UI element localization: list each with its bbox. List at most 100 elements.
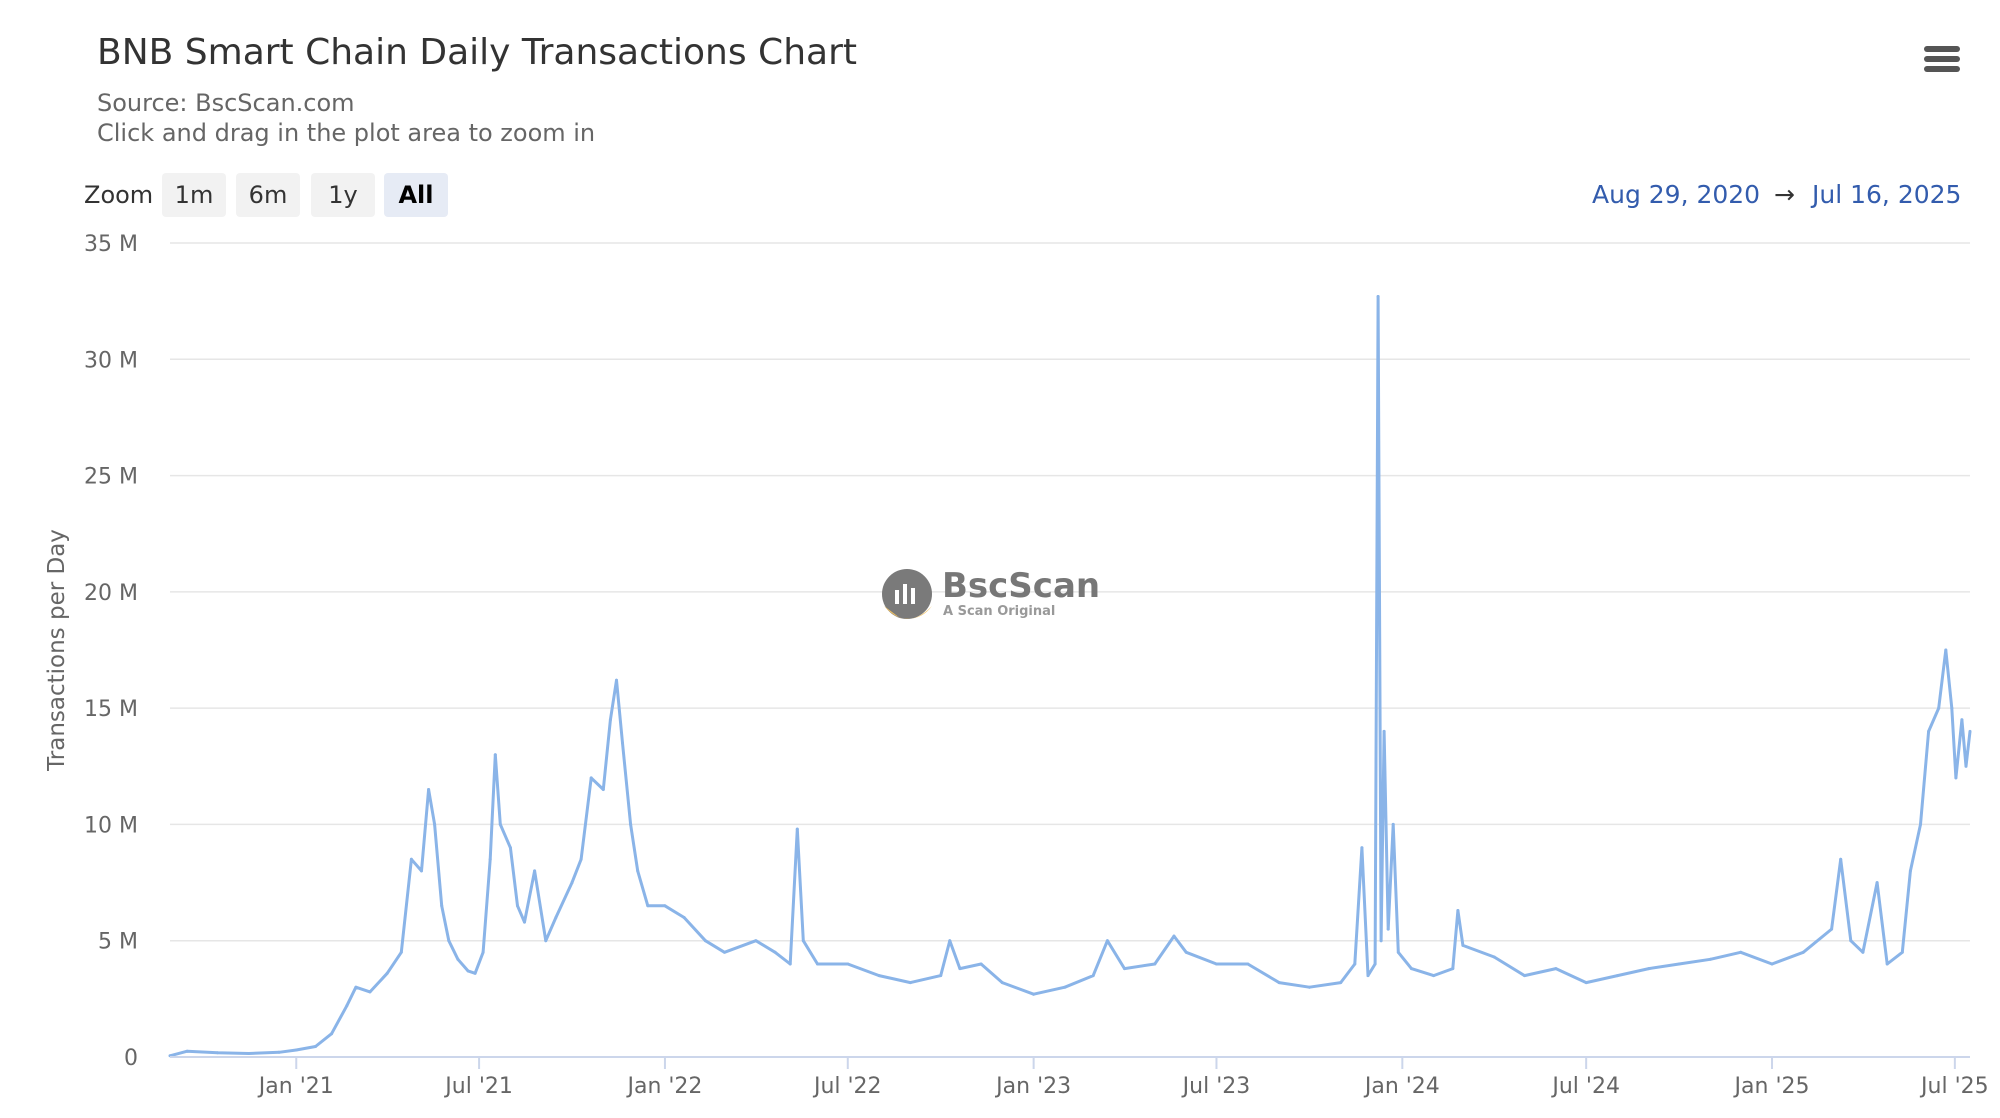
x-tick-label: Jul '22: [812, 1074, 882, 1099]
data-point: [1950, 706, 1954, 710]
data-point: [185, 1049, 189, 1053]
data-point: [488, 857, 492, 861]
data-point: [1968, 729, 1972, 733]
data-point: [1000, 981, 1004, 985]
data-point: [1937, 706, 1941, 710]
data-point: [1584, 981, 1588, 985]
range-arrow-icon: →: [1774, 180, 1795, 209]
data-point: [294, 1048, 298, 1052]
watermark-logo-bar: [903, 584, 907, 604]
data-point: [1647, 967, 1651, 971]
data-point: [1523, 974, 1526, 978]
data-point: [1246, 962, 1250, 966]
x-tick-label: Jan '24: [1363, 1074, 1440, 1099]
zoom-button-1y[interactable]: 1y: [311, 173, 375, 217]
data-point: [979, 962, 983, 966]
data-point: [1616, 974, 1619, 978]
y-tick-label: 25 M: [84, 465, 138, 490]
zoom-button-1m[interactable]: 1m: [162, 173, 226, 217]
range-from-input[interactable]: Aug 29, 2020: [1592, 180, 1761, 209]
zoom-button-6m[interactable]: 6m: [236, 173, 300, 217]
data-point: [1184, 950, 1188, 954]
data-point: [948, 939, 952, 943]
data-point: [1451, 967, 1455, 971]
watermark-logo-bar: [911, 588, 915, 604]
data-point: [846, 962, 850, 966]
data-point: [1105, 939, 1109, 943]
data-point: [554, 916, 558, 919]
data-point: [1801, 950, 1805, 954]
data-point: [663, 904, 667, 908]
y-tick-label: 35 M: [84, 232, 138, 257]
y-tick-label: 0: [124, 1046, 138, 1071]
data-point: [466, 969, 470, 973]
data-point: [1366, 974, 1370, 978]
data-point: [354, 985, 358, 989]
data-point: [481, 950, 485, 954]
data-point: [427, 788, 431, 791]
data-point: [1396, 950, 1400, 954]
data-point: [385, 971, 389, 975]
y-tick-label: 5 M: [98, 930, 138, 955]
data-point: [1215, 962, 1218, 966]
zoom-button-all[interactable]: All: [384, 173, 448, 217]
data-point: [399, 950, 403, 954]
x-tick-label: Jan '23: [994, 1074, 1071, 1099]
zoom-label: Zoom: [84, 181, 154, 209]
data-point: [345, 1004, 349, 1008]
data-point: [579, 857, 583, 861]
menu-bar: [1924, 66, 1960, 72]
data-point: [1409, 967, 1413, 971]
data-point: [1554, 967, 1558, 971]
data-point: [1927, 729, 1931, 733]
data-point: [1153, 962, 1157, 966]
data-point: [703, 939, 707, 943]
data-point: [958, 967, 962, 971]
data-point: [433, 822, 437, 826]
data-point: [1063, 985, 1067, 989]
series-line: [169, 295, 1972, 1058]
data-point: [795, 827, 799, 831]
chart-title: BNB Smart Chain Daily Transactions Chart: [97, 32, 857, 73]
data-point: [1885, 962, 1889, 966]
grid-lines: [170, 242, 1970, 942]
menu-bar: [1924, 46, 1960, 52]
x-tick-label: Jan '21: [257, 1074, 334, 1099]
data-point: [277, 1050, 281, 1054]
data-point: [1353, 962, 1357, 966]
data-point: [1944, 648, 1948, 652]
data-point: [773, 950, 777, 954]
data-point: [621, 741, 624, 745]
data-point: [1382, 729, 1386, 733]
data-point: [1307, 985, 1311, 989]
data-point: [1839, 857, 1843, 861]
x-tick-label: Jan '22: [625, 1074, 702, 1099]
data-point: [1492, 955, 1496, 959]
hamburger-menu-icon[interactable]: [1924, 46, 1960, 78]
data-point: [646, 904, 650, 908]
data-point: [908, 981, 912, 985]
data-point: [409, 857, 413, 861]
data-point: [1908, 869, 1912, 873]
data-point: [523, 920, 526, 924]
data-point: [1919, 822, 1922, 826]
data-point: [723, 950, 726, 954]
data-point: [216, 1051, 219, 1055]
data-point: [493, 753, 497, 757]
data-point: [939, 974, 943, 978]
data-point: [1386, 927, 1390, 931]
range-to-input[interactable]: Jul 16, 2025: [1812, 180, 1962, 209]
data-point: [682, 916, 686, 919]
data-point: [498, 822, 502, 826]
data-point: [1456, 909, 1460, 912]
data-point: [1032, 992, 1036, 996]
data-point: [788, 962, 792, 966]
data-point: [1391, 822, 1395, 826]
data-point: [1960, 718, 1964, 722]
data-point: [420, 869, 423, 873]
data-point: [516, 904, 519, 908]
data-point: [1739, 950, 1743, 954]
series-layer: [168, 295, 1972, 1058]
data-point: [1830, 927, 1834, 931]
